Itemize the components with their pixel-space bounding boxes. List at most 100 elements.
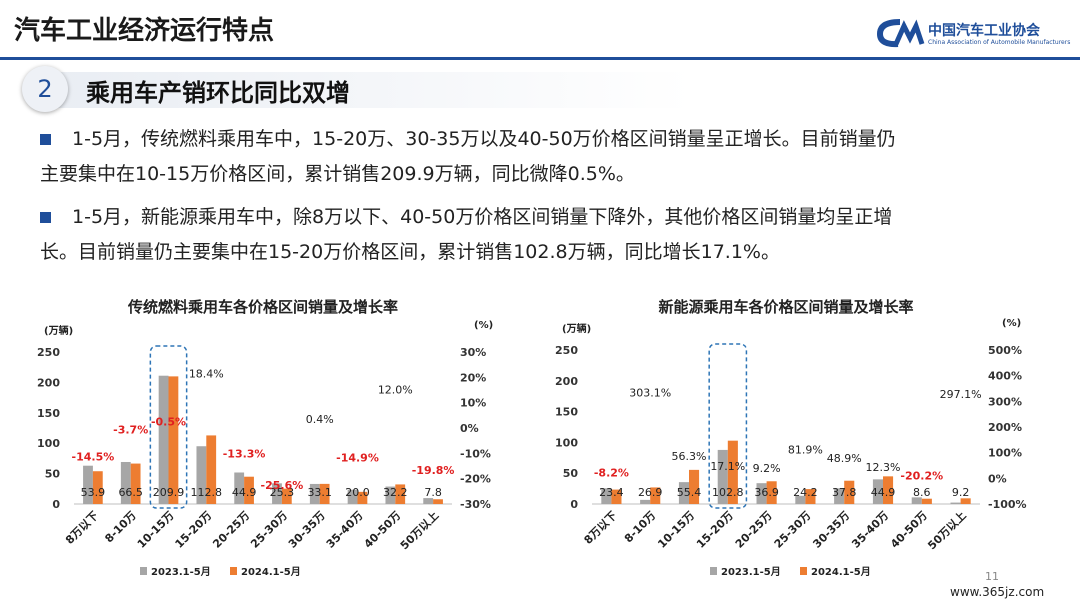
y-tick-label: 200 [555, 375, 578, 388]
y2-tick-label: 20% [460, 371, 486, 384]
chart-title: 新能源乘用车各价格区间销量及增长率 [658, 298, 913, 316]
x-tick-label: 10-15万 [655, 509, 697, 551]
logo-name-cn: 中国汽车工业协会 [928, 23, 1040, 39]
legend-label-2024: 2024.1-5月 [241, 566, 301, 578]
bar-value-label: 112.8 [191, 486, 223, 499]
y2-tick-label: -10% [460, 447, 491, 460]
x-tick-label: 30-35万 [810, 509, 852, 551]
x-tick-label: 8-10万 [102, 509, 138, 545]
bar-2024 [168, 376, 179, 504]
y-tick-label: 50 [45, 468, 61, 481]
bar-2023 [196, 446, 207, 504]
growth-label: -0.5% [151, 415, 186, 428]
growth-label: -3.7% [113, 423, 148, 436]
growth-label: 303.1% [629, 387, 671, 400]
x-tick-label: 30-35万 [286, 509, 328, 551]
bar-value-label: 37.8 [832, 486, 857, 499]
bar-2023 [950, 502, 961, 504]
y-axis-label: (万辆) [44, 324, 73, 337]
bar-value-label: 66.5 [118, 486, 143, 499]
bar-2023 [640, 499, 651, 504]
y2-tick-label: 10% [460, 397, 486, 410]
bullet-2-line-1: 1-5月，新能源乘用车中，除8万以下、40-50万价格区间销量下降外，其他价格区… [72, 206, 893, 228]
x-tick-label: 50万以上 [925, 508, 969, 552]
bullet-square-icon [40, 134, 51, 145]
bar-value-label: 32.2 [383, 486, 408, 499]
bar-2023 [272, 483, 282, 504]
bar-2023 [120, 461, 131, 504]
x-tick-label: 25-30万 [248, 509, 290, 551]
growth-label: 12.0% [378, 384, 413, 397]
x-tick-label: 35-40万 [849, 509, 891, 551]
growth-label: 12.3% [866, 461, 901, 474]
bar-2023 [795, 495, 806, 504]
section-number: 2 [22, 66, 68, 112]
bar-2024 [206, 435, 217, 504]
bar-2024 [766, 481, 777, 504]
legend-swatch-2023 [140, 567, 147, 575]
highlight-box [149, 345, 188, 509]
growth-label: 0.4% [306, 413, 334, 426]
y2-tick-label: 300% [988, 395, 1022, 408]
bar-value-label: 53.9 [81, 486, 106, 499]
legend-label-2023: 2023.1-5月 [721, 566, 781, 578]
bar-value-label: 36.9 [754, 486, 779, 499]
bar-2024 [727, 440, 738, 504]
bar-2024 [395, 484, 406, 504]
chart-traditional-fuel: 传统燃料乘用车各价格区间销量及增长率 (万辆) (%) 0 50 100 150 200 250… [37, 298, 493, 578]
growth-label: -8.2% [594, 466, 629, 479]
y2-tick-label: 200% [988, 421, 1022, 434]
bar-2023 [717, 449, 728, 504]
section-header: 2 乘用车产销环比同比双增 [22, 66, 1062, 114]
y2-axis-label: (%) [474, 320, 493, 331]
bar-value-label: 9.2 [952, 486, 970, 499]
bar-2024 [844, 480, 855, 504]
bar-value-label: 7.8 [424, 486, 442, 499]
y-tick-label: 0 [570, 498, 578, 511]
y2-tick-label: 100% [988, 447, 1022, 460]
y2-tick-label: 0% [460, 422, 479, 435]
bar-2024 [244, 476, 254, 504]
bar-2024 [433, 499, 443, 504]
legend-label-2023: 2023.1-5月 [151, 566, 211, 578]
bar-2024 [92, 471, 103, 504]
bar-value-label: 209.9 [153, 486, 185, 499]
x-tick-label: 8万以下 [582, 509, 620, 547]
growth-label: -14.9% [336, 452, 379, 465]
y-tick-label: 150 [555, 406, 578, 419]
growth-label: 56.3% [672, 450, 707, 463]
logo-name-en: China Association of Automobile Manufact… [928, 39, 1071, 46]
bar-2024 [921, 498, 932, 504]
legend-swatch-2023 [710, 567, 717, 575]
bar-2024 [960, 498, 971, 504]
y2-tick-label: 400% [988, 370, 1022, 383]
y-tick-label: 100 [555, 436, 578, 449]
caam-logo: 中国汽车工业协会 China Association of Automobile… [876, 18, 1070, 52]
y2-tick-label: 30% [460, 346, 486, 359]
x-tick-label: 40-50万 [888, 509, 930, 551]
bar-2023 [834, 488, 845, 504]
bar-2023 [385, 486, 396, 504]
x-tick-label: 20-25万 [733, 509, 775, 551]
y-tick-label: 200 [37, 376, 60, 389]
growth-label: -20.2% [900, 470, 943, 483]
bar-value-label: 23.4 [599, 486, 624, 499]
y-tick-label: 250 [555, 344, 578, 357]
bullet-square-icon [40, 212, 51, 223]
bar-2023 [423, 498, 434, 504]
growth-label: -25.6% [261, 479, 304, 492]
bullet-2-line-2: 长。目前销量仍主要集中在15-20万价格区间，累计销售102.8万辆，同比增长1… [40, 241, 780, 263]
bullet-1-line-2: 主要集中在10-15万价格区间，累计销售209.9万辆，同比微降0.5%。 [40, 163, 635, 185]
bar-2024 [130, 463, 141, 504]
x-tick-label: 8万以下 [63, 509, 101, 547]
y2-tick-label: 0% [988, 472, 1007, 485]
bar-value-label: 44.9 [232, 486, 257, 499]
caam-logo-icon [876, 19, 925, 48]
growth-label: 297.1% [940, 388, 982, 401]
x-tick-label: 10-15万 [135, 509, 177, 551]
y-tick-label: 150 [37, 407, 60, 420]
bar-2023 [309, 483, 320, 504]
growth-label: 81.9% [788, 443, 823, 456]
x-tick-label: 50万以上 [397, 508, 441, 552]
x-tick-label: 15-20万 [173, 509, 215, 551]
